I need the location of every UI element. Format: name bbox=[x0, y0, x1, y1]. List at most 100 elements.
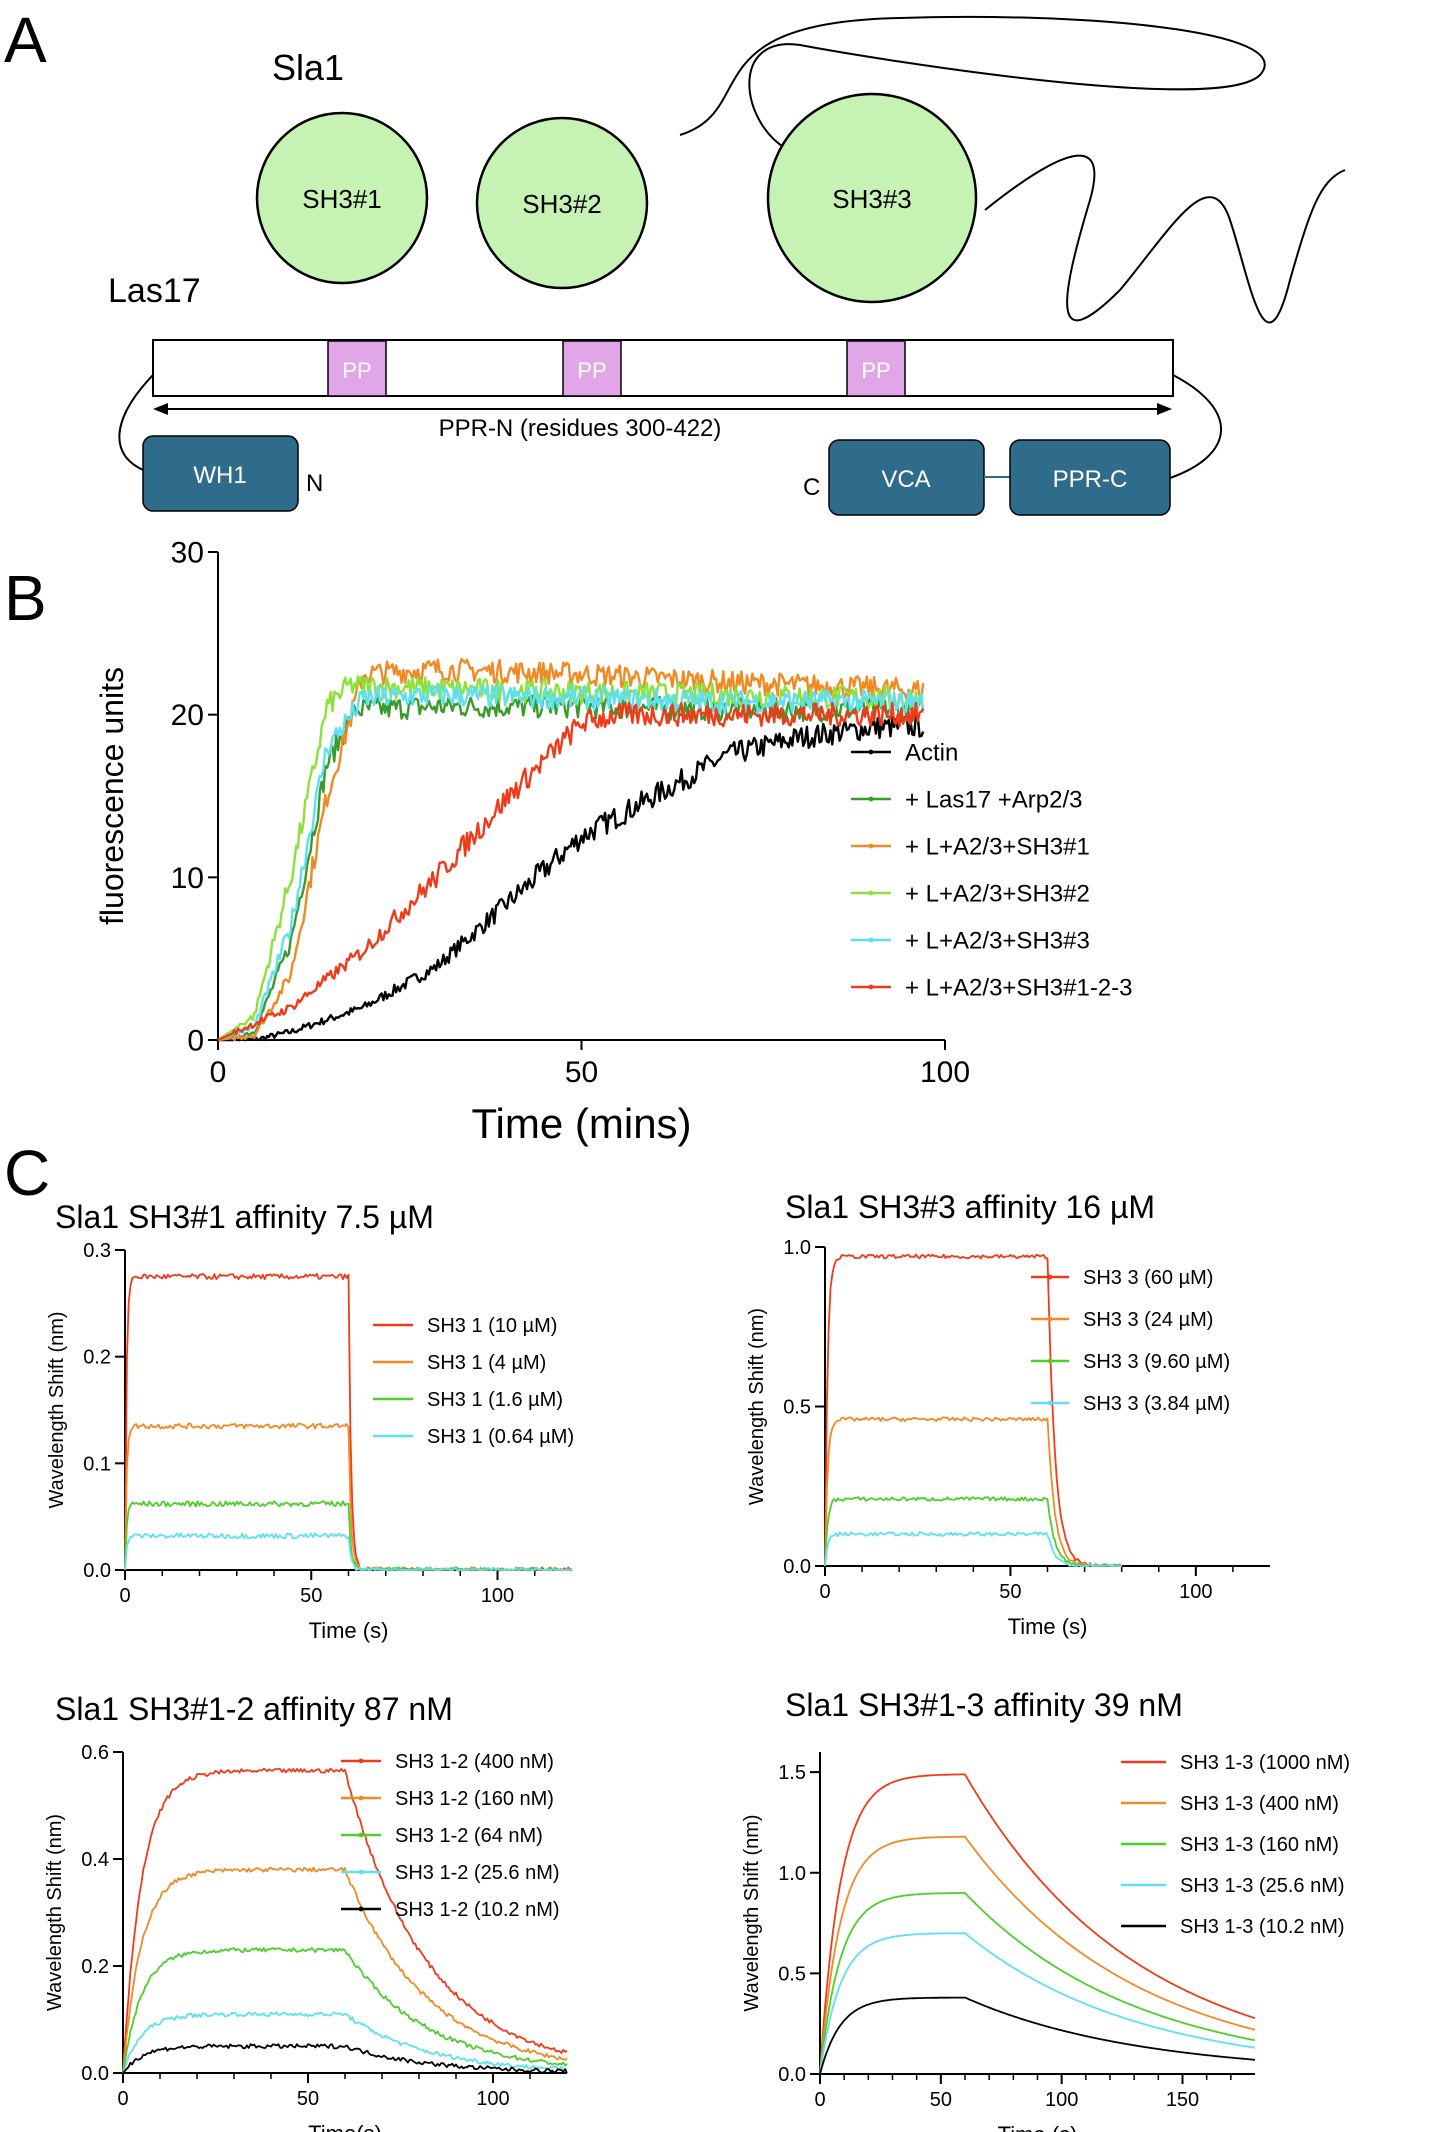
x-tick-label: 100 bbox=[476, 2088, 509, 2110]
sla1-linker bbox=[679, 15, 1266, 149]
legend-marker bbox=[358, 1758, 364, 1764]
ppr-c-label: PPR-C bbox=[1053, 466, 1128, 493]
legend-label: SH3 1 (1.6 µM) bbox=[427, 1389, 563, 1411]
panel-label-b: B bbox=[4, 562, 47, 634]
y-tick-label: 0.6 bbox=[81, 1742, 109, 1764]
legend-marker bbox=[1047, 1316, 1053, 1322]
y-tick-label: 0.0 bbox=[778, 2064, 806, 2086]
bli-chart-sh3-1-3: Sla1 SH3#1-3 affinity 39 nM 0.0 0.5 1.0 1.5 0… bbox=[741, 1687, 1350, 2132]
y-tick-label: 0.0 bbox=[81, 2063, 109, 2085]
y-tick-label: 0.2 bbox=[81, 1956, 109, 1978]
legend-marker bbox=[1047, 1358, 1053, 1364]
sh3-3-domain bbox=[766, 92, 978, 304]
legend-marker bbox=[1047, 1274, 1053, 1280]
chart-title: Sla1 SH3#3 affinity 16 µM bbox=[785, 1189, 1155, 1225]
ppr-c-domain bbox=[1009, 439, 1171, 516]
sh3-1-domain bbox=[255, 111, 429, 285]
x-tick-label: 0 bbox=[210, 1056, 227, 1089]
legend-label: + L+A2/3+SH3#3 bbox=[905, 928, 1090, 955]
legend-marker bbox=[868, 749, 874, 755]
series-line-2 bbox=[824, 1416, 1123, 1567]
x-tick-label: 0 bbox=[819, 1581, 830, 1603]
series-line-4 bbox=[124, 1532, 573, 1571]
legend-label: SH3 1-3 (1000 nM) bbox=[1180, 1752, 1350, 1774]
legend-label: SH3 1-2 (64 nM) bbox=[395, 1825, 543, 1847]
y-axis-label: Wavelength Shift (nm) bbox=[746, 1308, 768, 1505]
x-tick-label: 50 bbox=[999, 1581, 1021, 1603]
series-line-4 bbox=[824, 1531, 1122, 1567]
y-tick-label: 0.2 bbox=[83, 1347, 111, 1369]
x-tick-label: 100 bbox=[1045, 2089, 1078, 2111]
ppr-n-label: PPR-N (residues 300-422) bbox=[439, 415, 722, 442]
legend-label: SH3 3 (60 µM) bbox=[1083, 1267, 1213, 1289]
series-line-2 bbox=[819, 1835, 1256, 2075]
bli-chart-sh3-3: Sla1 SH3#3 affinity 16 µM 0.0 0.5 1.0 0 50 100… bbox=[746, 1189, 1270, 1639]
legend-marker bbox=[868, 937, 874, 943]
wh1-domain bbox=[142, 435, 299, 512]
y-tick-label: 0.0 bbox=[83, 1560, 111, 1582]
series-line-1 bbox=[819, 1773, 1256, 2075]
x-axis-label: Time (mins) bbox=[471, 1100, 691, 1147]
wh1-label: WH1 bbox=[193, 462, 246, 489]
legend-label: Actin bbox=[905, 740, 958, 767]
legend-label: + L+A2/3+SH3#2 bbox=[905, 881, 1090, 908]
series-line-3 bbox=[217, 657, 925, 1042]
legend-label: SH3 3 (9.60 µM) bbox=[1083, 1351, 1230, 1373]
las17-label: Las17 bbox=[108, 272, 201, 310]
bli-chart-sh3-1-2: Sla1 SH3#1-2 affinity 87 nM 0.0 0.2 0.4 0.6 0… bbox=[44, 1691, 568, 2132]
x-tick-label: 0 bbox=[117, 2088, 128, 2110]
sh3-1-label: SH3#1 bbox=[302, 184, 382, 214]
legend-marker bbox=[868, 890, 874, 896]
series-line-1 bbox=[218, 714, 925, 1042]
x-tick-label: 100 bbox=[1179, 1581, 1212, 1603]
legend-label: + L+A2/3+SH3#1 bbox=[905, 834, 1090, 861]
chart-title: Sla1 SH3#1-2 affinity 87 nM bbox=[55, 1691, 453, 1727]
x-axis-label: Time (s) bbox=[998, 2122, 1078, 2132]
sla1-label: Sla1 bbox=[272, 47, 344, 88]
legend-label: SH3 1-2 (10.2 nM) bbox=[395, 1899, 560, 1921]
sh3-3-label: SH3#3 bbox=[832, 184, 912, 214]
legend-label: + L+A2/3+SH3#1-2-3 bbox=[905, 975, 1133, 1002]
sh3-2-label: SH3#2 bbox=[522, 189, 602, 219]
panel-label-c: C bbox=[4, 1137, 50, 1209]
series-line-3 bbox=[819, 1892, 1256, 2075]
series-line-5 bbox=[122, 2043, 568, 2074]
x-tick-label: 100 bbox=[920, 1056, 970, 1089]
legend-label: SH3 1-2 (400 nM) bbox=[395, 1751, 554, 1773]
y-tick-label: 1.0 bbox=[778, 1863, 806, 1885]
y-tick-label: 1.0 bbox=[783, 1237, 811, 1259]
x-axis-label: Time(s) bbox=[308, 2121, 382, 2132]
legend-label: SH3 1 (0.64 µM) bbox=[427, 1426, 574, 1448]
legend-label: SH3 1-3 (400 nM) bbox=[1180, 1793, 1339, 1815]
y-tick-label: 0.5 bbox=[778, 1963, 806, 1985]
sh3-2-domain bbox=[475, 116, 649, 290]
x-axis-label: Time (s) bbox=[309, 1618, 389, 1643]
legend-label: SH3 1 (4 µM) bbox=[427, 1352, 546, 1374]
y-tick-label: 0.0 bbox=[783, 1556, 811, 1578]
legend-label: SH3 1-2 (25.6 nM) bbox=[395, 1862, 560, 1884]
c-terminus-label: C bbox=[803, 474, 820, 501]
series-line-5 bbox=[217, 683, 925, 1042]
legend-marker bbox=[358, 1795, 364, 1801]
y-axis-label: Wavelength Shift (nm) bbox=[46, 1311, 68, 1508]
y-axis-label: fluorescence units bbox=[94, 667, 130, 925]
x-tick-label: 50 bbox=[930, 2089, 952, 2111]
pp-label-3: PP bbox=[861, 358, 890, 383]
y-tick-label: 30 bbox=[171, 537, 204, 570]
y-tick-label: 20 bbox=[171, 699, 204, 732]
y-axis-label: Wavelength Shift (nm) bbox=[741, 1814, 763, 2011]
x-tick-label: 50 bbox=[565, 1056, 598, 1089]
legend-label: SH3 1-2 (160 nM) bbox=[395, 1788, 554, 1810]
legend-label: SH3 1-3 (25.6 nM) bbox=[1180, 1875, 1345, 1897]
legend-marker bbox=[868, 843, 874, 849]
x-tick-label: 100 bbox=[481, 1585, 514, 1607]
series-line-1 bbox=[122, 1767, 568, 2074]
chart-title: Sla1 SH3#1 affinity 7.5 µM bbox=[55, 1199, 434, 1235]
x-tick-label: 0 bbox=[119, 1585, 130, 1607]
y-axis-label: Wavelength Shift (nm) bbox=[44, 1814, 66, 2011]
n-terminus-label: N bbox=[306, 470, 323, 497]
legend-label: SH3 3 (3.84 µM) bbox=[1083, 1393, 1230, 1415]
x-tick-label: 50 bbox=[300, 1585, 322, 1607]
vca-label: VCA bbox=[881, 466, 930, 493]
sla1-tail bbox=[984, 154, 1346, 324]
